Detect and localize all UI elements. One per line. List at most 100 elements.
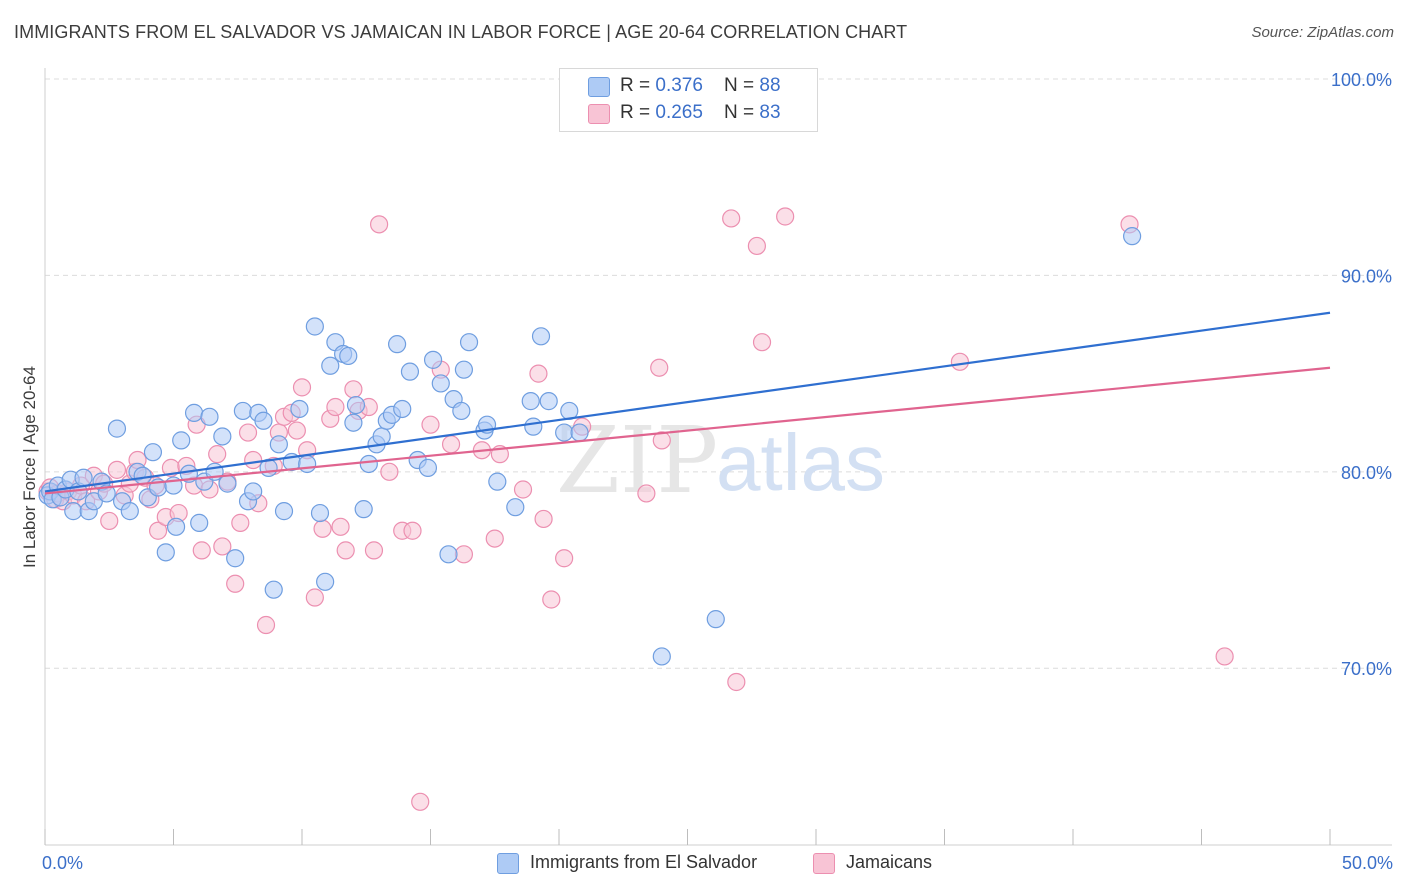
r-label: R = <box>620 102 656 123</box>
y-tick-label: 100.0% <box>1331 70 1392 90</box>
el-salvador-point <box>298 454 317 474</box>
el-salvador-point <box>524 417 543 436</box>
el-salvador-point <box>74 468 93 487</box>
el-salvador-point <box>400 362 420 381</box>
legend-swatch-blue <box>497 853 519 874</box>
axes <box>44 68 1392 846</box>
jamaican-point <box>326 397 345 417</box>
n-label: N = <box>724 75 760 96</box>
jamaican-point <box>529 364 548 383</box>
y-tick-label: 80.0% <box>1341 463 1392 483</box>
el-salvador-point <box>539 392 558 411</box>
el-salvador-point <box>269 435 288 454</box>
trend-lines <box>44 311 1331 495</box>
el-salvador-point <box>166 517 186 536</box>
el-salvador-point <box>354 500 373 519</box>
el-salvador-point <box>133 466 152 485</box>
jamaican-point <box>380 462 399 481</box>
jamaican-point <box>513 480 533 499</box>
el-salvador-point <box>652 647 671 666</box>
chart-title: IMMIGRANTS FROM EL SALVADOR VS JAMAICAN … <box>14 22 908 42</box>
jamaican-point <box>411 792 430 811</box>
jamaican-point <box>192 541 211 560</box>
jamaican-trend-line <box>44 366 1331 495</box>
el-salvador-point <box>531 327 551 346</box>
jamaican-point <box>403 521 422 540</box>
el-salvador-point <box>143 443 163 462</box>
jamaican-point <box>148 521 168 540</box>
watermark-atlas: atlas <box>716 418 885 507</box>
el-salvador-point <box>213 427 232 446</box>
el-salvador-point <box>506 498 525 517</box>
jamaican-point <box>727 672 746 692</box>
el-salvador-point <box>452 401 471 421</box>
jamaican-point <box>287 421 306 440</box>
jamaican-point <box>752 333 772 352</box>
el-salvador-point <box>359 454 378 474</box>
jamaican-point <box>650 358 669 377</box>
r-value: 0.376 <box>655 75 703 96</box>
el-salvador-point <box>387 335 407 354</box>
legend-swatch-blue <box>588 77 610 97</box>
jamaican-point <box>238 423 258 442</box>
source-credit: Source: ZipAtlas.com <box>1251 24 1394 41</box>
jamaican-point <box>1215 647 1234 666</box>
el-salvador-point <box>274 502 294 521</box>
jamaican-point <box>244 450 263 470</box>
el-salvador-point <box>344 413 363 432</box>
jamaican-point <box>208 445 227 464</box>
el-salvador-point <box>218 474 237 493</box>
jamaican-point <box>652 431 671 450</box>
jamaican-point <box>534 509 553 529</box>
el-salvador-point <box>64 502 83 521</box>
el-salvador-point <box>264 580 283 599</box>
jamaican-point <box>637 484 656 503</box>
el-salvador-point <box>290 399 309 419</box>
n-value: 83 <box>759 102 781 123</box>
jamaican-point <box>231 513 250 532</box>
jamaican-point <box>107 460 127 479</box>
el-salvador-point <box>156 543 175 562</box>
jamaican-point <box>292 378 312 397</box>
el-salvador-point <box>346 395 366 415</box>
el-salvador-point <box>184 403 204 422</box>
el-salvador-point <box>570 423 589 442</box>
legend-swatch-pink <box>813 853 835 874</box>
y-tick-label: 90.0% <box>1341 266 1392 286</box>
jamaican-point <box>213 537 232 556</box>
jamaican-point <box>441 435 461 454</box>
jamaican-point <box>747 236 766 256</box>
el-salvador-point <box>372 427 391 446</box>
jamaican-point <box>370 215 389 234</box>
el-salvador-point <box>120 502 139 521</box>
el-salvador-point <box>1123 227 1142 246</box>
el-salvador-point <box>244 482 263 501</box>
watermark: ZIP atlas <box>556 407 885 514</box>
el-salvador-point <box>555 423 574 442</box>
jamaican-point <box>542 590 561 609</box>
el-salvador-point <box>97 484 116 503</box>
el-salvador-point <box>254 411 273 430</box>
el-salvador-point <box>305 317 324 336</box>
jamaican-point <box>364 541 384 560</box>
jamaican-point <box>344 380 363 399</box>
el-salvador-point <box>321 356 340 375</box>
n-label: N = <box>724 102 760 123</box>
jamaican-point <box>555 549 574 568</box>
el-salvador-point <box>107 419 127 438</box>
jamaican-point <box>950 352 970 371</box>
el-salvador-point <box>226 549 245 568</box>
el-salvador-point <box>488 472 507 491</box>
legend-swatch-pink <box>588 104 610 124</box>
jamaican-point <box>336 541 355 560</box>
y-axis-label: In Labor Force | Age 20-64 <box>20 366 39 568</box>
jamaican-point <box>421 415 440 434</box>
x-tick-label: 50.0% <box>1342 853 1393 873</box>
el-salvador-point <box>172 431 191 450</box>
jamaican-point <box>776 207 795 226</box>
jamaican-point <box>226 574 245 593</box>
jamaican-point <box>454 545 474 564</box>
el-salvador-point <box>233 401 252 421</box>
el-salvador-point <box>459 333 479 352</box>
